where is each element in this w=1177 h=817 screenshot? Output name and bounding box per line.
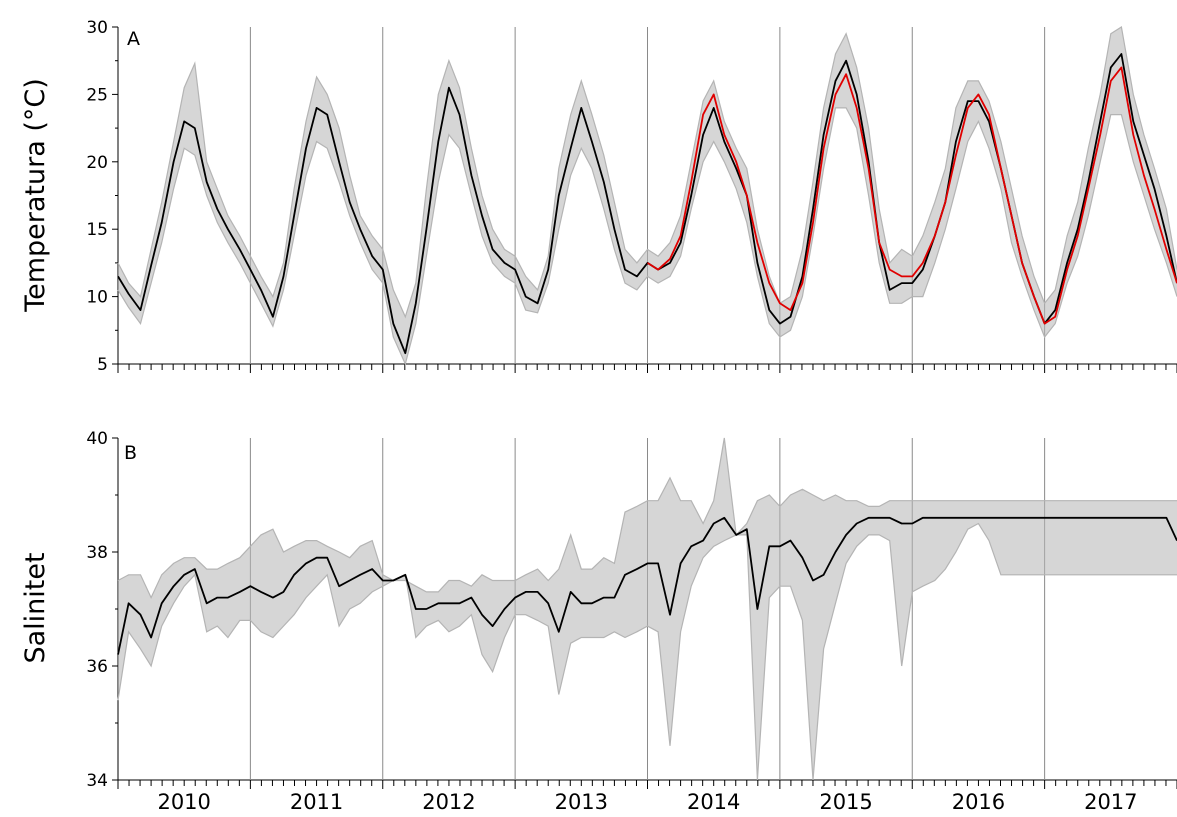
y-tick-label: 10 bbox=[86, 288, 108, 308]
model-series-line bbox=[647, 66, 1177, 325]
x-axis-year-labels: 2010 2011 2012 2013 2014 2015 2016 2017 bbox=[157, 790, 1137, 814]
year-label: 2012 bbox=[422, 790, 475, 814]
panel-b-main-series bbox=[117, 516, 1177, 655]
panel-a-letter: A bbox=[127, 28, 140, 50]
y-tick-label: 36 bbox=[86, 657, 108, 677]
y-tick-label: 40 bbox=[86, 429, 108, 449]
y-tick-label: 20 bbox=[86, 153, 108, 173]
year-label: 2013 bbox=[555, 790, 608, 814]
panel-a-range-band bbox=[117, 26, 1177, 366]
year-label: 2015 bbox=[819, 790, 872, 814]
y-tick-label: 5 bbox=[97, 355, 108, 375]
year-label: 2010 bbox=[157, 790, 210, 814]
panel-b-ticks: 34 36 38 40 bbox=[86, 429, 1177, 791]
range-lower-line bbox=[117, 522, 1177, 781]
panel-a-year-gridlines bbox=[249, 27, 1046, 364]
panel-b-letter: B bbox=[124, 442, 137, 464]
y-tick-label: 38 bbox=[86, 543, 108, 563]
year-label: 2014 bbox=[687, 790, 740, 814]
year-label: 2016 bbox=[952, 790, 1005, 814]
panel-a: 5 10 15 20 25 30 A Temperatura (°C) bbox=[20, 18, 1177, 375]
range-upper-line bbox=[117, 437, 1177, 600]
panel-a-ylabel: Temperatura (°C) bbox=[20, 78, 51, 313]
range-band bbox=[118, 27, 1177, 364]
range-upper-line bbox=[117, 26, 1177, 319]
panel-b-ylabel: Salinitet bbox=[20, 552, 51, 663]
year-label: 2017 bbox=[1084, 790, 1137, 814]
panel-a-ticks: 5 10 15 20 25 30 bbox=[86, 18, 1177, 375]
y-tick-label: 30 bbox=[86, 18, 108, 38]
y-tick-label: 34 bbox=[86, 771, 108, 791]
y-tick-label: 15 bbox=[86, 220, 108, 240]
panel-a-model-series bbox=[647, 66, 1177, 325]
y-tick-label: 25 bbox=[86, 85, 108, 105]
year-label: 2011 bbox=[290, 790, 343, 814]
main-series-line bbox=[117, 516, 1177, 655]
range-lower-line bbox=[117, 107, 1177, 366]
